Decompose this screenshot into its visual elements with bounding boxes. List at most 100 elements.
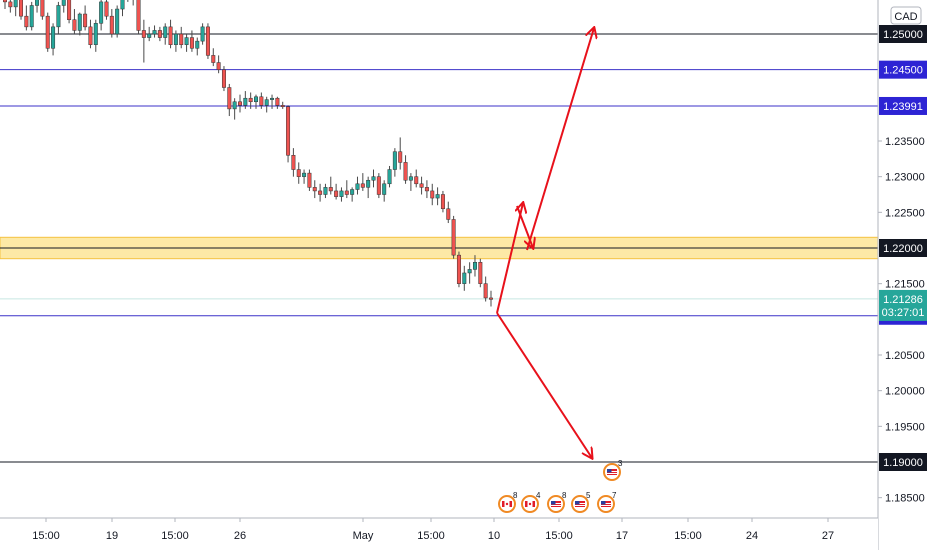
candle-body[interactable] bbox=[275, 97, 280, 106]
candle-body[interactable] bbox=[382, 183, 387, 195]
candle-body[interactable] bbox=[8, 1, 13, 8]
candle-body[interactable] bbox=[435, 194, 440, 199]
candle-body[interactable] bbox=[120, 0, 125, 10]
candle-body[interactable] bbox=[424, 187, 429, 192]
candle-body[interactable] bbox=[189, 37, 194, 49]
price-badge-resistance-1-25000[interactable] bbox=[879, 25, 927, 43]
candle-body[interactable] bbox=[414, 176, 419, 185]
candle-body[interactable] bbox=[446, 208, 451, 220]
candle-body[interactable] bbox=[51, 26, 56, 49]
candle-body[interactable] bbox=[163, 26, 168, 38]
candle-body[interactable] bbox=[168, 26, 173, 45]
candle-body[interactable] bbox=[296, 169, 301, 177]
candle-body[interactable] bbox=[72, 19, 77, 31]
candle-body[interactable] bbox=[259, 96, 264, 106]
arrow-up-to-zone[interactable] bbox=[496, 203, 523, 314]
candle-body[interactable] bbox=[45, 15, 50, 49]
candle-body[interactable] bbox=[19, 0, 24, 17]
candle-body[interactable] bbox=[398, 151, 403, 163]
candle-body[interactable] bbox=[221, 69, 226, 88]
candle-body[interactable] bbox=[205, 26, 210, 56]
candle-body[interactable] bbox=[238, 101, 242, 106]
candle-body[interactable] bbox=[387, 169, 392, 185]
candle-body[interactable] bbox=[61, 0, 66, 6]
candle-body[interactable] bbox=[104, 1, 109, 17]
candle-body[interactable] bbox=[323, 187, 328, 195]
candle-body[interactable] bbox=[40, 0, 45, 17]
candle-body[interactable] bbox=[430, 190, 435, 199]
candle-body[interactable] bbox=[67, 0, 72, 20]
candle-body[interactable] bbox=[93, 23, 98, 45]
currency-box[interactable] bbox=[890, 6, 922, 25]
price-badge-zone-mid-1-22000[interactable] bbox=[879, 239, 927, 257]
candle-body[interactable] bbox=[195, 40, 200, 49]
candle-body[interactable] bbox=[483, 283, 488, 299]
candle-body[interactable] bbox=[141, 30, 146, 38]
candle-body[interactable] bbox=[99, 1, 104, 24]
candle-body[interactable] bbox=[227, 87, 232, 110]
candle-body[interactable] bbox=[24, 15, 29, 28]
candle-body[interactable] bbox=[157, 30, 162, 38]
candle-body[interactable] bbox=[211, 55, 216, 63]
candle-body[interactable] bbox=[467, 269, 472, 274]
candle-body[interactable] bbox=[462, 272, 467, 284]
candle-body[interactable] bbox=[291, 155, 296, 170]
candle-body[interactable] bbox=[344, 190, 349, 195]
time-axis[interactable] bbox=[0, 518, 878, 550]
candle-body[interactable] bbox=[35, 0, 40, 6]
candle-body[interactable] bbox=[371, 176, 376, 181]
candle-body[interactable] bbox=[264, 99, 269, 106]
price-badge-level-1-23991[interactable] bbox=[879, 96, 927, 115]
candle-body[interactable] bbox=[88, 26, 93, 45]
candle-body[interactable] bbox=[307, 172, 312, 188]
candle-body[interactable] bbox=[366, 179, 371, 188]
candle-body[interactable] bbox=[248, 97, 253, 103]
candle-body[interactable] bbox=[3, 0, 7, 3]
candle-body[interactable] bbox=[173, 33, 178, 45]
candle-body[interactable] bbox=[152, 30, 157, 35]
candle-body[interactable] bbox=[489, 297, 493, 300]
candle-body[interactable] bbox=[355, 183, 360, 190]
candle-body[interactable] bbox=[392, 151, 397, 170]
price-badge-support-1-19000[interactable] bbox=[879, 453, 927, 471]
price-badge-level-1-24500[interactable] bbox=[879, 60, 927, 79]
candle-body[interactable] bbox=[147, 33, 152, 38]
candle-body[interactable] bbox=[286, 106, 291, 156]
candle-body[interactable] bbox=[184, 37, 189, 45]
candle-body[interactable] bbox=[280, 105, 285, 108]
current-price-badge[interactable] bbox=[879, 289, 927, 321]
candle-body[interactable] bbox=[232, 101, 237, 110]
candle-body[interactable] bbox=[312, 187, 317, 192]
candle-body[interactable] bbox=[13, 0, 18, 8]
candle-body[interactable] bbox=[83, 13, 88, 28]
arrow-up-target[interactable] bbox=[526, 28, 594, 251]
candle-body[interactable] bbox=[109, 15, 114, 35]
candle-body[interactable] bbox=[270, 97, 275, 100]
candle-body[interactable] bbox=[179, 33, 184, 45]
candle-body[interactable] bbox=[200, 26, 205, 42]
candle-body[interactable] bbox=[376, 176, 381, 195]
candle-body[interactable] bbox=[77, 13, 82, 31]
arrow-down-target[interactable] bbox=[496, 312, 592, 458]
candle-body[interactable] bbox=[408, 176, 413, 181]
candle-body[interactable] bbox=[56, 5, 61, 28]
candle-body[interactable] bbox=[328, 187, 333, 192]
candle-body[interactable] bbox=[216, 62, 221, 70]
candle-body[interactable] bbox=[472, 262, 477, 270]
candle-body[interactable] bbox=[440, 194, 445, 210]
candle-body[interactable] bbox=[302, 172, 307, 177]
candle-body[interactable] bbox=[243, 97, 248, 106]
candle-body[interactable] bbox=[254, 96, 258, 103]
candle-body[interactable] bbox=[334, 190, 339, 197]
candle-body[interactable] bbox=[451, 219, 456, 256]
candle-body[interactable] bbox=[478, 262, 483, 284]
candle-body[interactable] bbox=[360, 183, 365, 188]
candle-body[interactable] bbox=[419, 183, 424, 188]
candle-body[interactable] bbox=[456, 254, 461, 284]
candle-body[interactable] bbox=[350, 189, 355, 195]
candle-body[interactable] bbox=[339, 190, 344, 197]
candle-body[interactable] bbox=[318, 190, 323, 195]
candle-body[interactable] bbox=[115, 8, 120, 35]
candle-body[interactable] bbox=[29, 5, 34, 28]
